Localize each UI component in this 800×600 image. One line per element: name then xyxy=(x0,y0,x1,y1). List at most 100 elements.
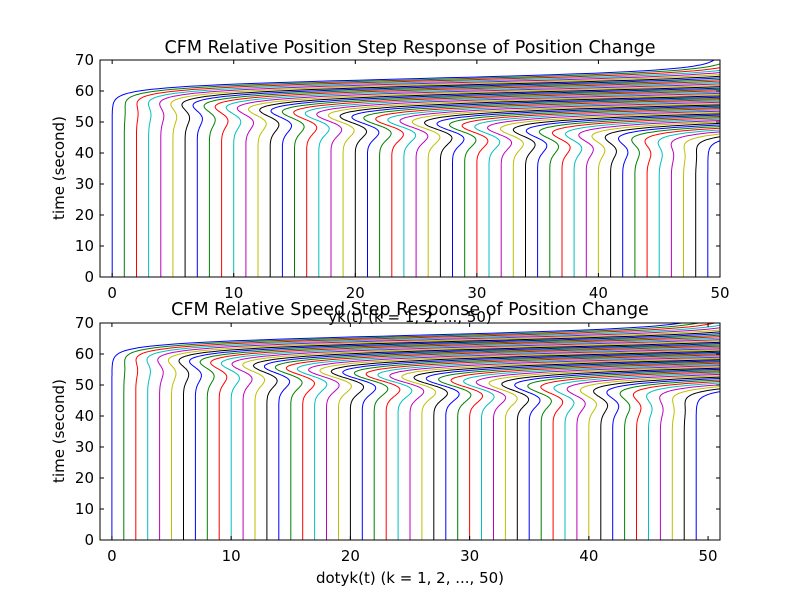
position-series-line-20 xyxy=(327,94,720,277)
speed-series-group xyxy=(111,323,720,540)
speed-series-line-49 xyxy=(683,388,720,540)
position-series-group xyxy=(111,60,720,277)
position-series-line-9 xyxy=(203,79,720,277)
position-series-line-18 xyxy=(304,91,720,277)
speed-axis-ticks: 0 10 20 30 40 50 0 10 20 30 40 50 60 70 xyxy=(75,314,720,565)
position-series-line-36 xyxy=(525,114,720,277)
position-series-line-34 xyxy=(499,111,720,277)
position-series-line-16 xyxy=(281,88,720,277)
position-series-line-25 xyxy=(387,100,720,277)
speed-series-line-29 xyxy=(425,360,720,540)
speed-series-line-45 xyxy=(632,380,720,540)
speed-series-line-33 xyxy=(475,365,720,540)
position-y-axis-label: time (second) xyxy=(50,116,68,220)
speed-series-line-26 xyxy=(389,356,720,540)
speed-series-line-50 xyxy=(695,391,720,540)
position-series-line-28 xyxy=(423,104,720,277)
position-series-line-48 xyxy=(683,133,720,277)
speed-y-tick-label: 60 xyxy=(75,345,94,363)
position-series-line-39 xyxy=(565,118,720,277)
position-series-line-35 xyxy=(512,113,720,277)
speed-series-line-35 xyxy=(501,367,720,540)
position-series-line-5 xyxy=(159,72,720,277)
speed-y-tick-label: 70 xyxy=(75,314,94,332)
speed-series-line-9 xyxy=(199,334,720,540)
position-y-tick-label: 40 xyxy=(75,144,94,162)
speed-series-line-18 xyxy=(296,346,720,540)
speed-y-tick-label: 40 xyxy=(75,407,94,425)
speed-series-line-11 xyxy=(220,337,720,540)
position-series-line-33 xyxy=(487,110,720,277)
position-plot-frame xyxy=(99,59,721,278)
speed-series-line-28 xyxy=(413,359,720,540)
position-x-tick-label: 20 xyxy=(346,284,365,302)
position-series-line-47 xyxy=(670,131,720,277)
speed-series-line-8 xyxy=(189,333,720,540)
speed-x-tick-label: 50 xyxy=(699,547,718,565)
speed-y-axis-label: time (second) xyxy=(50,379,68,483)
speed-series-line-44 xyxy=(619,379,720,540)
position-y-tick-label: 10 xyxy=(75,237,94,255)
speed-x-axis-label: dotyk(t) (k = 1, 2, ..., 50) xyxy=(316,569,504,587)
speed-response-chart: CFM Relative Speed Step Response of Posi… xyxy=(50,300,721,587)
speed-series-line-25 xyxy=(377,355,720,540)
position-series-line-4 xyxy=(148,69,720,277)
position-y-tick-label: 50 xyxy=(75,113,94,131)
position-series-line-3 xyxy=(136,67,720,277)
speed-series-line-40 xyxy=(566,373,720,540)
position-series-line-50 xyxy=(707,140,720,277)
speed-series-line-21 xyxy=(330,350,720,540)
position-x-tick-label: 0 xyxy=(107,284,117,302)
speed-series-line-48 xyxy=(671,386,720,540)
position-series-line-49 xyxy=(695,136,720,277)
position-series-line-13 xyxy=(248,84,720,277)
speed-series-line-23 xyxy=(353,353,720,540)
speed-series-line-32 xyxy=(463,363,720,540)
position-series-line-38 xyxy=(551,117,720,277)
speed-series-line-20 xyxy=(319,349,720,540)
speed-series-line-3 xyxy=(135,323,715,540)
speed-series-line-4 xyxy=(146,324,720,540)
position-series-line-1 xyxy=(111,60,715,277)
speed-y-tick-label: 50 xyxy=(75,376,94,394)
position-series-line-27 xyxy=(411,103,720,277)
position-series-line-6 xyxy=(170,73,720,277)
position-series-line-17 xyxy=(293,90,720,277)
position-series-line-29 xyxy=(436,105,720,277)
speed-series-line-34 xyxy=(488,366,720,540)
speed-series-line-15 xyxy=(263,343,720,540)
position-series-line-46 xyxy=(657,129,720,277)
speed-series-line-6 xyxy=(167,329,720,540)
speed-x-tick-label: 20 xyxy=(341,547,360,565)
position-y-tick-label: 60 xyxy=(75,82,94,100)
speed-series-line-5 xyxy=(157,327,720,540)
position-series-line-32 xyxy=(474,109,720,277)
speed-series-line-31 xyxy=(450,362,720,540)
speed-series-line-30 xyxy=(438,361,720,540)
position-series-line-7 xyxy=(181,75,720,277)
speed-x-tick-label: 30 xyxy=(460,547,479,565)
position-series-line-42 xyxy=(604,122,720,277)
position-response-chart: CFM Relative Position Step Response of P… xyxy=(50,38,730,326)
speed-series-line-22 xyxy=(342,351,720,540)
position-series-line-37 xyxy=(538,115,720,277)
position-series-line-30 xyxy=(448,106,720,277)
position-chart-title: CFM Relative Position Step Response of P… xyxy=(165,38,656,58)
speed-series-line-47 xyxy=(659,384,720,540)
position-series-line-11 xyxy=(225,82,720,277)
position-series-line-23 xyxy=(363,98,720,277)
position-series-line-2 xyxy=(123,63,720,277)
position-series-line-31 xyxy=(461,108,720,277)
speed-series-line-39 xyxy=(553,372,720,540)
speed-series-line-38 xyxy=(540,371,720,540)
position-x-tick-label: 50 xyxy=(710,284,729,302)
speed-x-tick-label: 10 xyxy=(222,547,241,565)
speed-series-line-36 xyxy=(514,368,720,540)
speed-y-tick-label: 30 xyxy=(75,438,94,456)
position-series-line-43 xyxy=(618,124,720,277)
position-series-line-40 xyxy=(578,120,720,277)
speed-y-tick-label: 10 xyxy=(75,500,94,518)
position-series-line-41 xyxy=(591,121,720,277)
position-x-tick-label: 10 xyxy=(224,284,243,302)
